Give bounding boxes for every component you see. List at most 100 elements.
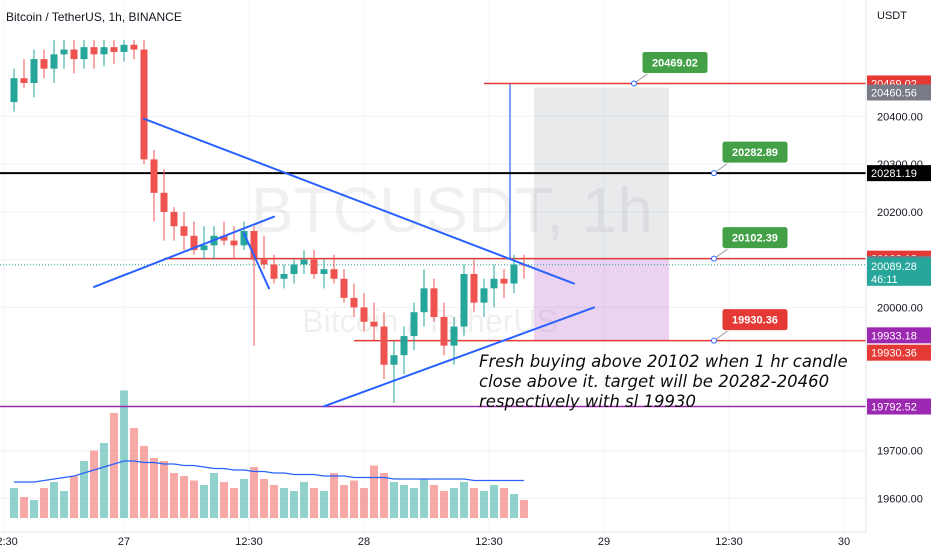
candle — [330, 254, 338, 284]
candle — [80, 40, 88, 69]
price-axis-label-text: 20281.19 — [871, 168, 917, 180]
callout-anchor — [711, 337, 717, 344]
trendline — [143, 117, 575, 285]
candle-body — [70, 49, 78, 60]
candle-body — [110, 47, 118, 52]
candle-body — [220, 235, 228, 241]
candle-body — [130, 44, 138, 50]
volume-bar — [280, 488, 288, 518]
volume-bar — [360, 488, 368, 518]
volume-bar — [380, 473, 388, 518]
candle — [220, 221, 228, 246]
callout-box — [721, 308, 789, 332]
volume-bar — [430, 485, 438, 518]
candle — [190, 221, 198, 255]
volume-bar — [460, 482, 468, 518]
candle-body — [460, 274, 468, 327]
time-axis-background — [0, 532, 866, 550]
candle — [270, 254, 278, 284]
price-axis-label-text: 19933.18 — [871, 330, 917, 342]
candle-body — [50, 54, 58, 69]
volume-bar — [340, 485, 348, 518]
volume-bar — [490, 485, 498, 518]
candle — [160, 168, 168, 241]
candle — [410, 302, 418, 351]
volume-bar — [200, 485, 208, 518]
price-axis-label-bg — [867, 398, 931, 415]
candle — [320, 259, 328, 289]
volume-bar — [180, 476, 188, 518]
annotation-line-2: close above it. target will be 20282-204… — [479, 372, 829, 391]
candle — [460, 264, 468, 337]
volume-bar — [260, 479, 268, 518]
candle — [500, 269, 508, 298]
candle-body — [270, 264, 278, 279]
volume-bar — [500, 488, 508, 518]
candle — [340, 269, 348, 303]
candle — [280, 264, 288, 289]
volume-bar — [160, 461, 168, 518]
volume-bar — [90, 450, 98, 518]
volume-bars — [10, 390, 528, 518]
candle — [210, 226, 218, 260]
trendline — [323, 306, 595, 408]
volume-bar — [70, 476, 78, 518]
annotation-line-1: Fresh buying above 20102 when 1 hr candl… — [479, 352, 848, 371]
candle-body — [330, 269, 338, 279]
time-axis[interactable]: 12:30 27 12:30 28 12:30 29 12:30 30 — [0, 531, 866, 550]
volume-bar — [270, 485, 278, 518]
candle-body — [340, 278, 348, 298]
candle — [60, 40, 68, 69]
candle-body — [80, 47, 88, 60]
volume-bar — [40, 488, 48, 518]
candle — [370, 302, 378, 341]
time-tick-label: 12:30 — [0, 536, 18, 548]
candle-body — [410, 312, 418, 337]
trendline — [93, 215, 275, 288]
candle — [440, 302, 448, 356]
candle-body — [160, 192, 168, 212]
grid — [0, 0, 866, 532]
candle — [180, 211, 188, 251]
price-tick-label: 20000.00 — [877, 302, 923, 314]
time-tick-label: 12:30 — [235, 536, 263, 548]
candle — [420, 269, 428, 327]
volume-bar — [440, 491, 448, 518]
candle-body — [90, 47, 98, 55]
candle-body — [390, 355, 398, 365]
callout-anchor — [711, 170, 717, 177]
candle — [470, 259, 478, 313]
price-axis[interactable]: 19600.0019700.0020000.0020100.0020200.00… — [865, 0, 932, 550]
volume-bar — [60, 491, 68, 518]
candle — [170, 207, 178, 241]
candle-body — [360, 307, 368, 322]
candle-body — [300, 259, 308, 265]
candle — [430, 278, 438, 322]
watermark-description: Bitcoin / TetherUS — [302, 303, 558, 339]
time-tick-label: 12:30 — [715, 536, 743, 548]
price-axis-label: 19792.52 — [867, 398, 931, 415]
candle — [490, 264, 498, 308]
candle-body — [10, 78, 18, 103]
callout-box — [641, 50, 709, 74]
candle — [310, 250, 318, 279]
volume-bar — [230, 488, 238, 518]
price-axis-label: 20460.56 — [867, 84, 931, 101]
callout-anchor — [711, 255, 717, 262]
candle — [250, 226, 258, 346]
volume-bar — [30, 500, 38, 518]
candle — [350, 283, 358, 317]
callout-text: 20102.39 — [732, 233, 778, 245]
volume-bar — [80, 461, 88, 518]
candle — [290, 259, 298, 284]
annotation: Fresh buying above 20102 when 1 hr candl… — [479, 352, 848, 411]
candle — [480, 278, 488, 317]
volume-bar — [420, 479, 428, 518]
price-axis-label: 19930.36 — [867, 344, 931, 361]
volume-bar — [350, 480, 358, 518]
candle — [380, 312, 388, 380]
candle — [150, 149, 158, 222]
candle-body — [260, 259, 268, 265]
